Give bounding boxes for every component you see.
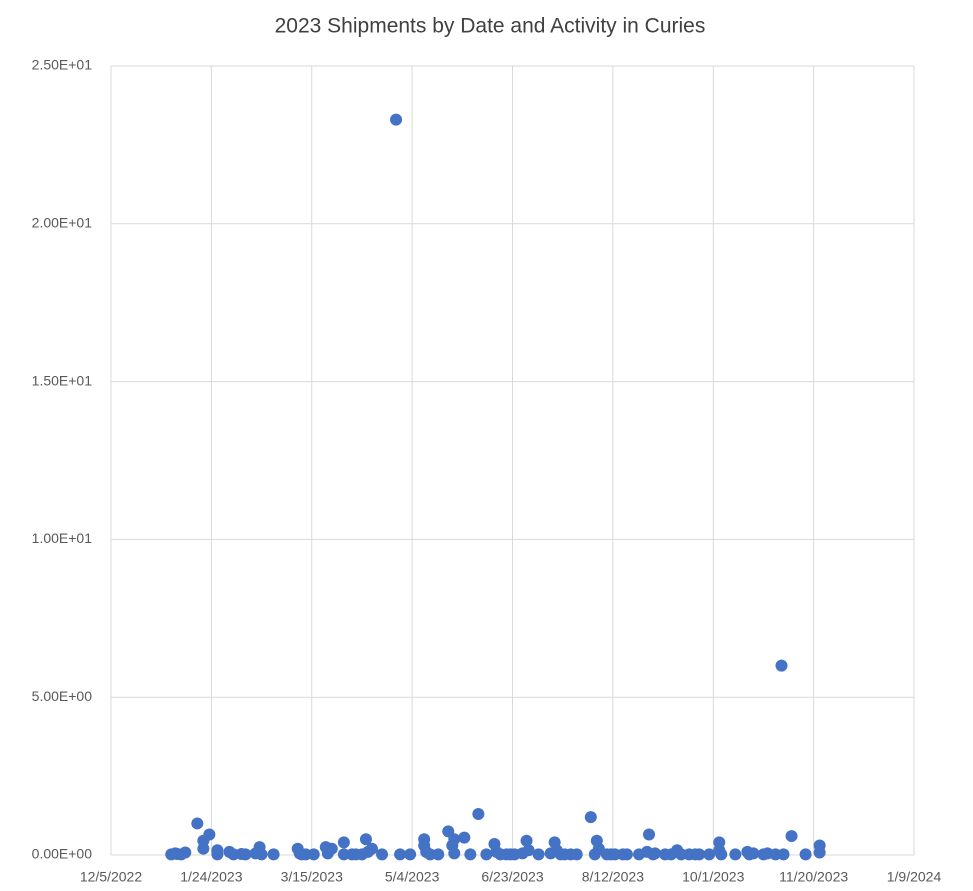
point xyxy=(777,848,790,861)
point xyxy=(643,828,656,841)
x-tick-label: 12/5/2022 xyxy=(80,869,142,885)
y-tick-label: 2.50E+01 xyxy=(32,57,93,73)
y-tick-label: 5.00E+00 xyxy=(32,688,93,704)
point xyxy=(179,846,192,859)
point xyxy=(703,848,716,861)
point xyxy=(376,848,389,861)
point xyxy=(211,848,224,861)
y-tick-label: 2.00E+01 xyxy=(32,215,93,231)
chart-title: 2023 Shipments by Date and Activity in C… xyxy=(275,15,706,38)
point xyxy=(520,834,533,847)
point xyxy=(404,848,417,861)
point xyxy=(365,842,378,855)
point xyxy=(620,848,633,861)
point xyxy=(799,848,812,861)
point xyxy=(337,836,350,849)
point xyxy=(394,848,407,861)
point xyxy=(458,831,471,844)
point xyxy=(532,848,545,861)
point xyxy=(522,844,535,857)
point xyxy=(255,848,268,861)
x-tick-label: 1/9/2024 xyxy=(887,869,942,885)
point xyxy=(775,659,788,672)
point xyxy=(239,848,252,861)
point xyxy=(197,842,210,855)
point xyxy=(747,847,760,860)
point xyxy=(325,842,338,855)
y-tick-label: 1.50E+01 xyxy=(32,372,93,388)
point xyxy=(464,848,477,861)
point xyxy=(715,848,728,861)
point xyxy=(649,847,662,860)
point xyxy=(448,833,461,846)
point xyxy=(570,848,583,861)
point xyxy=(307,848,320,861)
point xyxy=(785,830,798,843)
y-tick-label: 0.00E+00 xyxy=(32,846,93,862)
x-tick-label: 1/24/2023 xyxy=(180,869,242,885)
point xyxy=(729,848,742,861)
point xyxy=(267,848,280,861)
point xyxy=(203,828,216,841)
x-tick-label: 5/4/2023 xyxy=(385,869,440,885)
y-tick-label: 1.00E+01 xyxy=(32,530,93,546)
point xyxy=(584,811,597,824)
x-tick-label: 11/20/2023 xyxy=(779,869,848,885)
point xyxy=(480,848,493,861)
point xyxy=(448,847,461,860)
point xyxy=(359,833,372,846)
point xyxy=(813,846,826,859)
x-tick-label: 10/1/2023 xyxy=(682,869,744,885)
x-tick-label: 3/15/2023 xyxy=(281,869,343,885)
point xyxy=(432,848,445,861)
point xyxy=(390,113,403,126)
x-tick-label: 8/12/2023 xyxy=(582,869,644,885)
point xyxy=(472,807,485,820)
point xyxy=(693,848,706,861)
x-tick-label: 6/23/2023 xyxy=(481,869,543,885)
point xyxy=(191,817,204,830)
